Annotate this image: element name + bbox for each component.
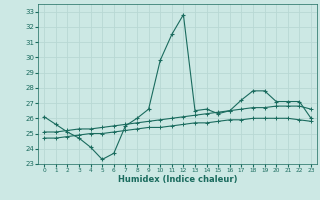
X-axis label: Humidex (Indice chaleur): Humidex (Indice chaleur) <box>118 175 237 184</box>
